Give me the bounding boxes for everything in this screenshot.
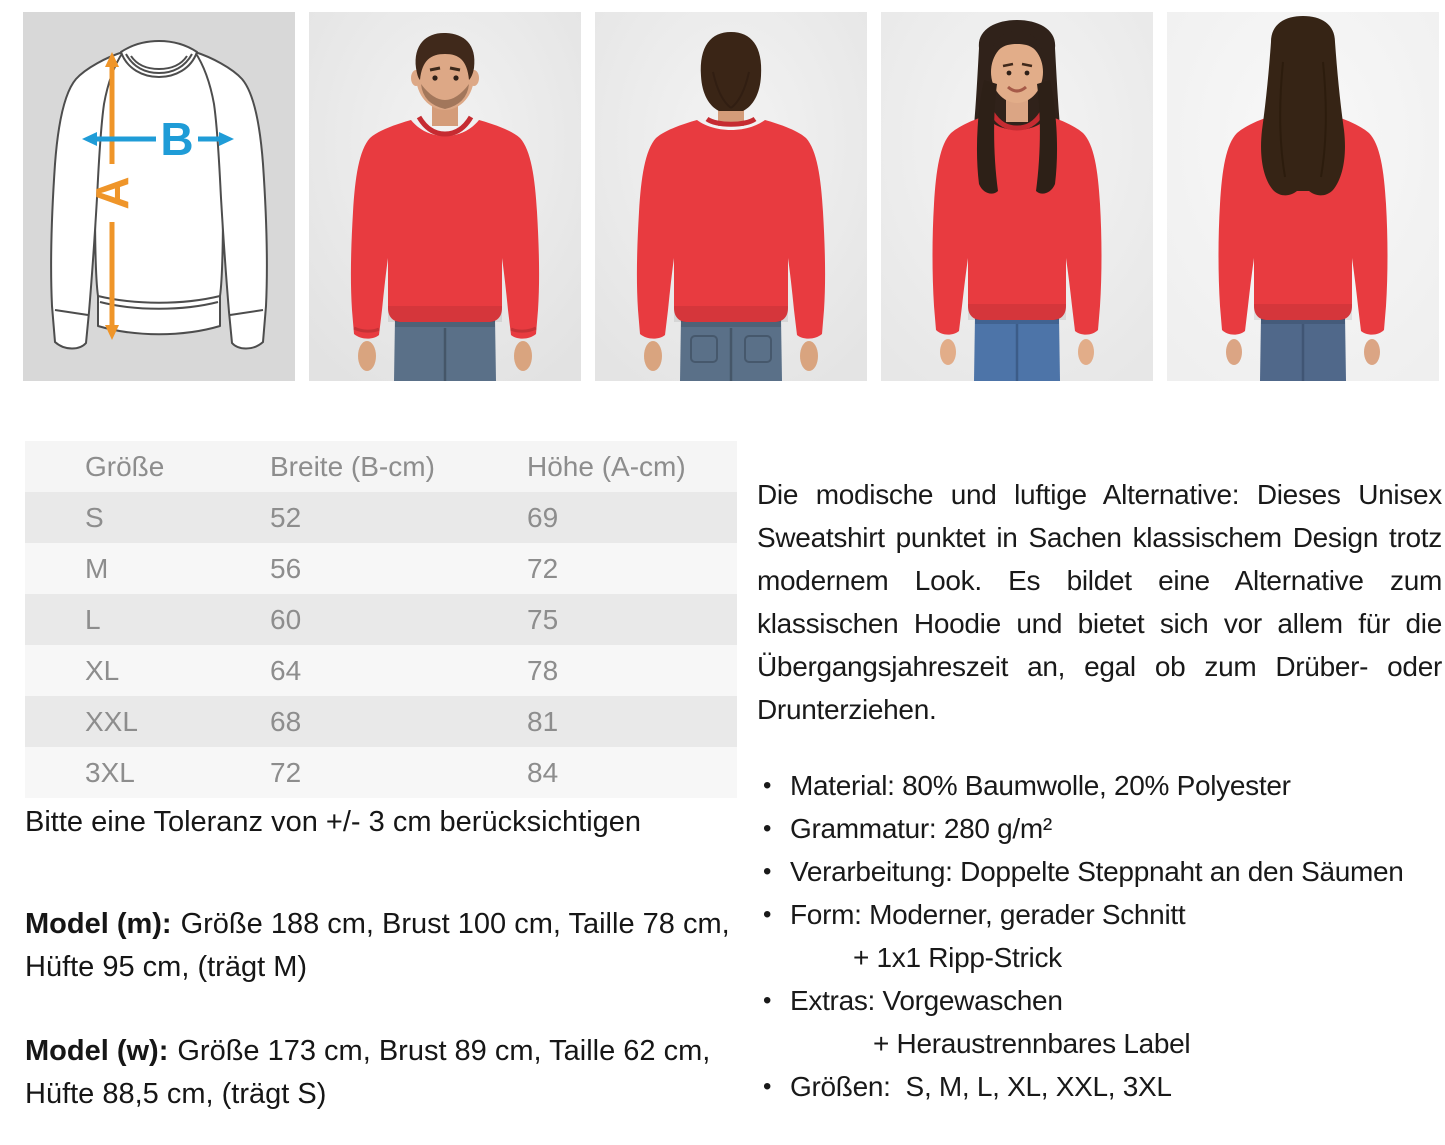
spec-extras-extra: + Heraustrennbares Label xyxy=(873,1028,1191,1059)
spec-material: Material: 80% Baumwolle, 20% Polyester xyxy=(757,764,1442,807)
table-row: M 56 72 xyxy=(25,543,737,594)
size-chart-diagram[interactable]: A B xyxy=(23,12,295,381)
photo-model-female-back[interactable] xyxy=(1167,12,1439,381)
model-male-measurements: Model (m): Größe 188 cm, Brust 100 cm, Ta… xyxy=(25,903,730,989)
width-arrow xyxy=(82,132,234,146)
spec-form: Form: Moderner, gerader Schnitt xyxy=(757,893,1442,936)
height-cell: 78 xyxy=(527,654,559,686)
size-cell: L xyxy=(85,603,101,635)
column-header-height: Höhe (A-cm) xyxy=(527,450,686,482)
product-gallery: A B xyxy=(23,12,1439,381)
spec-grammatur: Grammatur: 280 g/m² xyxy=(757,807,1442,850)
female-back-figure xyxy=(1218,16,1388,381)
width-cell: 68 xyxy=(270,705,302,737)
table-row: 3XL 72 84 xyxy=(25,747,737,798)
column-header-size: Größe xyxy=(85,450,165,482)
height-arrow xyxy=(105,52,119,340)
model-male-details: Größe 188 cm, Brust 100 cm, Taille 78 cm… xyxy=(25,908,730,983)
spec-form-extra: + 1x1 Ripp-Strick xyxy=(853,942,1062,973)
size-cell: M xyxy=(85,552,109,584)
photo-model-male-back[interactable] xyxy=(595,12,867,381)
model-female-label: Model (w): xyxy=(25,1035,169,1067)
height-cell: 72 xyxy=(527,552,559,584)
male-back-image xyxy=(595,12,867,381)
photo-model-male-front[interactable] xyxy=(309,12,581,381)
sweatshirt-outline xyxy=(50,40,268,350)
spec-list: Material: 80% Baumwolle, 20% Polyester G… xyxy=(757,764,1442,1108)
height-cell: 69 xyxy=(527,501,559,533)
table-row: XL 64 78 xyxy=(25,645,737,696)
height-cell: 75 xyxy=(527,603,559,635)
width-cell: 64 xyxy=(270,654,302,686)
model-female-details: Größe 173 cm, Brust 89 cm, Taille 62 cm,… xyxy=(25,1035,711,1110)
male-front-image xyxy=(309,12,581,381)
table-row: S 52 69 xyxy=(25,492,737,543)
product-description: Die modische und luftige Alternative: Di… xyxy=(757,445,1442,1108)
width-cell: 72 xyxy=(270,756,302,788)
spec-sizes: Größen: S, M, L, XL, XXL, 3XL xyxy=(757,1065,1442,1108)
size-table-header-row: Größe Breite (B-cm) Höhe (A-cm) xyxy=(25,441,737,492)
female-front-figure xyxy=(932,20,1102,381)
table-row: L 60 75 xyxy=(25,594,737,645)
table-row: XXL 68 81 xyxy=(25,696,737,747)
spec-extras: Extras: Vorgewaschen xyxy=(757,979,1442,1022)
size-cell: XL xyxy=(85,654,120,686)
width-cell: 56 xyxy=(270,552,302,584)
tolerance-note: Bitte eine Toleranz von +/- 3 cm berücks… xyxy=(25,806,642,838)
male-back-figure xyxy=(636,32,826,381)
height-label: A xyxy=(86,176,138,209)
width-cell: 52 xyxy=(270,501,302,533)
height-cell: 81 xyxy=(527,705,559,737)
column-header-width: Breite (B-cm) xyxy=(270,450,435,482)
female-front-image xyxy=(881,12,1153,381)
width-label: B xyxy=(160,113,193,165)
size-cell: 3XL xyxy=(85,756,135,788)
size-cell: XXL xyxy=(85,705,138,737)
male-front-figure xyxy=(350,32,540,381)
female-back-image xyxy=(1167,12,1439,381)
height-cell: 84 xyxy=(527,756,559,788)
size-cell: S xyxy=(85,501,104,533)
spec-verarbeitung: Verarbeitung: Doppelte Steppnaht an den … xyxy=(757,850,1442,893)
model-female-measurements: Model (w): Größe 173 cm, Brust 89 cm, Tai… xyxy=(25,1030,730,1116)
size-diagram-image: A B xyxy=(23,12,295,381)
photo-model-female-front[interactable] xyxy=(881,12,1153,381)
size-table: Größe Breite (B-cm) Höhe (A-cm) S 52 69 … xyxy=(25,441,737,798)
width-cell: 60 xyxy=(270,603,302,635)
description-paragraph: Die modische und luftige Alternative: Di… xyxy=(757,479,1442,725)
model-male-label: Model (m): xyxy=(25,908,172,940)
